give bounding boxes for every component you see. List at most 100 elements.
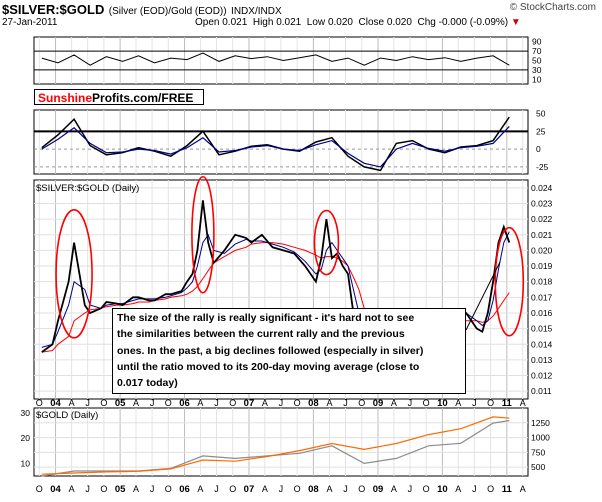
chart-symbol: $SILVER:$GOLD <box>2 2 105 17</box>
gold-x-tick-label: O <box>358 484 365 494</box>
gold-x-tick-label: J <box>472 484 477 494</box>
annotation-line: 0.017 today) <box>117 377 178 390</box>
rally-highlight-ellipse <box>494 226 525 337</box>
price-tick-label: 0.018 <box>531 277 553 287</box>
ohlc-readout: Open 0.021 High 0.021 Low 0.020 Close 0.… <box>195 17 521 28</box>
price-x-tick-label: J <box>408 398 413 408</box>
price-x-tick-label: O <box>165 398 172 408</box>
gold-x-tick-label: O <box>165 484 172 494</box>
price-x-tick-label: A <box>197 398 203 408</box>
gold-x-tick-label: J <box>279 484 284 494</box>
chg-value: -0.000 (-0.09%) <box>438 17 509 28</box>
logo-brand-black: Profits.com/FREE <box>92 91 194 105</box>
high-value: 0.021 <box>276 17 302 28</box>
gold-x-tick-label: O <box>487 484 494 494</box>
gold-x-tick-label: A <box>455 484 461 494</box>
price-x-tick-label: J <box>472 398 477 408</box>
annotation-line: ones. In the past, a big declines follow… <box>117 344 424 357</box>
rsi-tick-label: 10 <box>532 74 542 84</box>
chg-label: Chg <box>417 17 436 28</box>
gold-x-tick-label: A <box>197 484 203 494</box>
close-value: 0.020 <box>386 17 412 28</box>
price-tick-label: 0.023 <box>531 198 553 208</box>
price-x-tick-label: O <box>229 398 236 408</box>
rally-highlight-ellipse <box>313 209 340 276</box>
gold-panel-title: $GOLD (Daily) <box>36 410 98 421</box>
gold-right-tick-label: 1000 <box>531 433 550 443</box>
price-x-tick-label: 07 <box>244 398 255 409</box>
price-x-tick-label: J <box>150 398 155 408</box>
gold-x-tick-label: J <box>150 484 155 494</box>
price-x-tick-label: A <box>520 398 526 408</box>
price-x-tick-label: 10 <box>437 398 448 409</box>
price-tick-label: 0.021 <box>531 230 553 240</box>
price-x-tick-label: J <box>279 398 284 408</box>
price-x-tick-label: A <box>455 398 461 408</box>
open-label: Open <box>195 17 220 28</box>
gold-x-tick-label: A <box>326 484 332 494</box>
gold-x-tick-label: A <box>133 484 139 494</box>
low-value: 0.020 <box>327 17 353 28</box>
price-tick-label: 0.011 <box>531 386 552 396</box>
gold-x-tick-label: 06 <box>179 484 190 495</box>
price-x-tick-label: J <box>343 398 348 408</box>
macd-tick-label: 50 <box>536 109 546 119</box>
price-x-tick-label: A <box>69 398 75 408</box>
down-arrow-icon: ▼ <box>510 17 521 28</box>
price-x-tick-label: A <box>326 398 332 408</box>
gold-left-tick-label: 20 <box>21 433 31 443</box>
close-label: Close <box>358 17 385 28</box>
rsi-tick-label: 90 <box>532 37 542 47</box>
price-x-tick-label: A <box>391 398 397 408</box>
gold-right-tick-label: 750 <box>531 447 545 457</box>
gold-x-tick-label: 08 <box>308 484 319 495</box>
macd-tick-label: -25 <box>536 162 549 172</box>
gold-left-tick-label: 30 <box>21 408 31 418</box>
price-x-tick-label: 11 <box>502 398 513 409</box>
macd-tick-label: 25 <box>536 126 546 136</box>
chart-title: $SILVER:$GOLD (Silver (EOD)/Gold (EOD)) … <box>2 1 282 19</box>
gold-x-tick-label: 05 <box>115 484 126 495</box>
watermark: © StockCharts.com <box>509 2 596 13</box>
price-panel-title: $SILVER:$GOLD (Daily) <box>36 183 139 194</box>
price-x-tick-label: O <box>423 398 430 408</box>
price-x-tick-label: 09 <box>373 398 384 409</box>
gold-left-tick-label: 10 <box>21 458 31 468</box>
gold-line <box>41 416 510 475</box>
price-x-tick-label: J <box>85 398 90 408</box>
price-tick-label: 0.019 <box>531 261 553 271</box>
price-x-tick-label: 05 <box>115 398 126 409</box>
logo-brand-red: Sunshine <box>38 91 93 105</box>
rsi-line <box>41 52 510 66</box>
exchange-label: INDX/INDX <box>231 6 282 17</box>
price-x-tick-label: O <box>487 398 494 408</box>
price-x-tick-label: O <box>358 398 365 408</box>
gold-x-tick-label: O <box>294 484 301 494</box>
sunshine-logo: SunshineProfits.com/FREE <box>34 89 204 105</box>
gold-x-tick-label: 07 <box>244 484 255 495</box>
gold-x-tick-label: A <box>69 484 75 494</box>
gold-x-tick-label: O <box>229 484 236 494</box>
price-x-tick-label: O <box>100 398 107 408</box>
high-label: High <box>252 17 274 28</box>
gold-right-tick-label: 1250 <box>531 418 550 428</box>
annotation-line: the similarities between the current ral… <box>117 328 405 341</box>
rally-highlight-ellipse <box>191 175 215 294</box>
gold-right-tick-label: 500 <box>531 462 545 472</box>
gold-x-tick-label: A <box>391 484 397 494</box>
price-tick-label: 0.022 <box>531 214 553 224</box>
macd-signal-line <box>41 125 510 168</box>
price-x-tick-label: 08 <box>308 398 319 409</box>
rsi-tick-label: 50 <box>532 56 542 66</box>
annotation-box: The size of the rally is really signific… <box>112 308 466 394</box>
price-tick-label: 0.015 <box>531 324 553 334</box>
rsi-tick-label: 70 <box>532 46 542 56</box>
price-x-tick-label: O <box>294 398 301 408</box>
price-tick-label: 0.014 <box>531 339 553 349</box>
price-tick-label: 0.024 <box>531 183 553 193</box>
open-value: 0.021 <box>222 17 248 28</box>
gold-x-tick-label: 09 <box>373 484 384 495</box>
gold-x-tick-label: 04 <box>50 484 61 495</box>
